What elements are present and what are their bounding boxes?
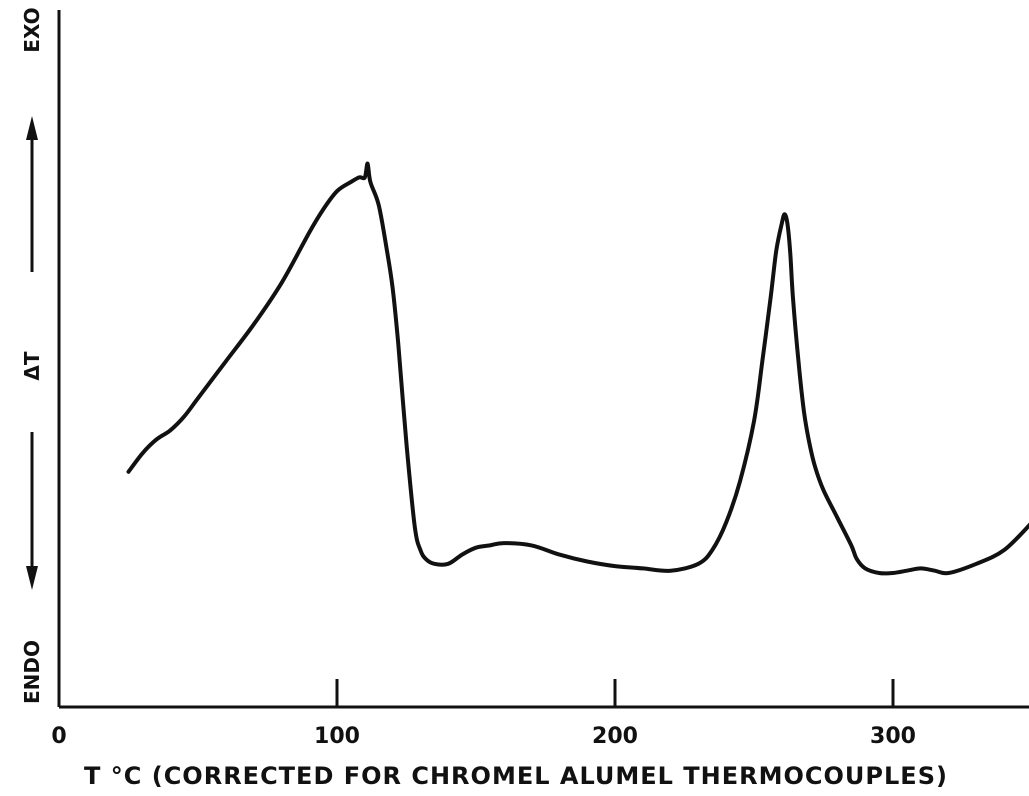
y-axis-title: ΔT [20,351,44,380]
x-axis-title: T °C (CORRECTED FOR CHROMEL ALUMEL THERM… [84,762,948,790]
exo-arrow-head [26,116,38,140]
y-endo-label: ENDO [20,640,44,704]
x-tick-label: 300 [870,724,916,749]
y-exo-label: EXO [20,7,44,52]
y-axis-annotations: EXO ΔT ENDO [20,7,44,704]
x-tick-label: 200 [592,724,638,749]
x-tick-label: 100 [314,724,360,749]
axes [57,10,1029,709]
x-ticks: 0 100 200 300 [51,679,916,749]
dta-curve [126,161,1029,576]
endo-arrow-head [26,566,38,590]
x-tick-label: 0 [51,724,66,749]
